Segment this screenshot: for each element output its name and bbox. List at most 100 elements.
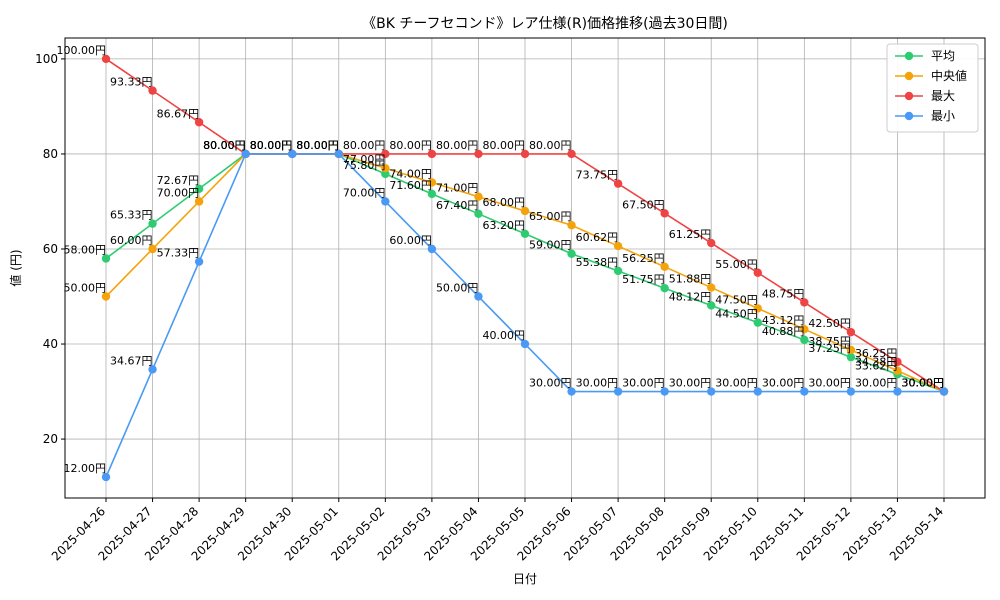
data-label: 80.00円 — [389, 139, 432, 152]
data-label: 80.00円 — [529, 139, 572, 152]
data-point — [194, 257, 204, 266]
data-point — [753, 318, 762, 327]
data-label: 80.00円 — [250, 139, 293, 152]
data-label: 70.00円 — [343, 186, 386, 199]
data-point — [567, 221, 576, 230]
data-label: 72.67円 — [157, 174, 200, 187]
data-point — [893, 357, 902, 367]
data-label: 67.50円 — [622, 198, 665, 211]
data-point — [707, 283, 716, 292]
data-point — [474, 209, 483, 219]
data-point — [148, 219, 157, 228]
data-label: 67.40円 — [436, 199, 479, 212]
data-label: 100.00円 — [57, 44, 107, 57]
data-label: 80.00円 — [483, 139, 526, 152]
data-label: 12.00円 — [64, 462, 107, 475]
data-label: 80.00円 — [250, 139, 293, 152]
data-point — [753, 304, 762, 313]
y-tick-label: 80 — [43, 147, 58, 161]
data-point — [474, 149, 483, 159]
data-label: 30.00円 — [576, 377, 619, 390]
data-label: 37.25円 — [808, 342, 851, 355]
data-label: 65.00円 — [529, 210, 572, 223]
data-label: 60.00円 — [389, 234, 432, 247]
y-tick-label: 20 — [43, 432, 58, 446]
data-point — [846, 327, 856, 337]
data-label: 59.00円 — [529, 239, 572, 252]
data-label: 30.00円 — [808, 377, 851, 390]
data-point — [846, 387, 856, 396]
legend-marker — [904, 111, 914, 121]
data-point — [381, 197, 390, 206]
data-point — [474, 292, 483, 301]
ticks-layer: 2025-04-262025-04-272025-04-282025-04-29… — [35, 52, 946, 564]
data-point — [893, 387, 902, 396]
data-point — [427, 189, 437, 199]
data-label: 57.33円 — [157, 247, 200, 260]
data-label: 61.25円 — [669, 228, 712, 241]
legend-entry: 最小 — [931, 109, 955, 123]
legend-entry: 最大 — [931, 89, 955, 103]
data-label: 30.00円 — [669, 377, 712, 390]
y-tick-label: 60 — [43, 242, 58, 256]
series-layer — [101, 54, 949, 482]
data-point — [613, 179, 623, 188]
data-point — [520, 206, 530, 216]
legend-entry: 平均 — [931, 49, 955, 63]
data-label: 80.00円 — [436, 139, 479, 152]
data-label: 80.00円 — [296, 139, 339, 152]
data-label: 80.00円 — [203, 139, 246, 152]
data-point — [427, 244, 437, 254]
data-label: 80.00円 — [296, 139, 339, 152]
data-point — [707, 238, 716, 248]
data-label: 80.00円 — [250, 139, 293, 152]
y-tick-label: 100 — [35, 52, 58, 66]
data-point — [241, 149, 250, 159]
data-point — [288, 149, 297, 159]
data-label: 60.00円 — [110, 234, 153, 247]
data-point — [800, 335, 809, 345]
data-label: 65.33円 — [110, 209, 153, 222]
data-label: 30.00円 — [855, 377, 898, 390]
data-point — [893, 366, 902, 375]
data-label: 40.88円 — [762, 325, 805, 338]
legend-box — [886, 43, 979, 133]
data-point — [753, 268, 762, 277]
data-point — [707, 301, 716, 310]
data-point — [194, 197, 204, 206]
data-label: 38.75円 — [808, 335, 851, 348]
data-label: 50.00円 — [64, 282, 107, 295]
y-tick-label: 40 — [43, 337, 58, 351]
data-point — [613, 387, 623, 396]
data-label: 40.00円 — [483, 329, 526, 342]
data-point — [520, 339, 530, 349]
data-point — [101, 54, 111, 64]
data-label: 55.00円 — [715, 258, 758, 271]
data-point — [660, 283, 669, 293]
data-label: 80.00円 — [296, 139, 339, 152]
data-point — [660, 209, 669, 218]
legend-marker — [904, 71, 914, 81]
data-point — [381, 164, 390, 173]
data-label: 30.00円 — [902, 377, 945, 390]
data-label: 77.00円 — [343, 153, 386, 166]
data-label: 30.00円 — [902, 377, 945, 390]
data-point — [846, 345, 856, 355]
data-label: 93.33円 — [110, 76, 153, 89]
data-point — [846, 352, 856, 362]
data-point — [613, 266, 623, 276]
data-label: 42.50円 — [808, 317, 851, 330]
data-point — [520, 229, 530, 238]
data-label: 80.00円 — [203, 139, 246, 152]
data-label: 30.00円 — [902, 377, 945, 390]
data-point — [474, 192, 483, 201]
data-point — [660, 262, 669, 272]
data-label: 30.00円 — [715, 377, 758, 390]
data-label: 51.75円 — [622, 273, 665, 286]
data-point — [194, 184, 204, 193]
data-label: 71.00円 — [436, 182, 479, 195]
data-point — [567, 149, 576, 159]
